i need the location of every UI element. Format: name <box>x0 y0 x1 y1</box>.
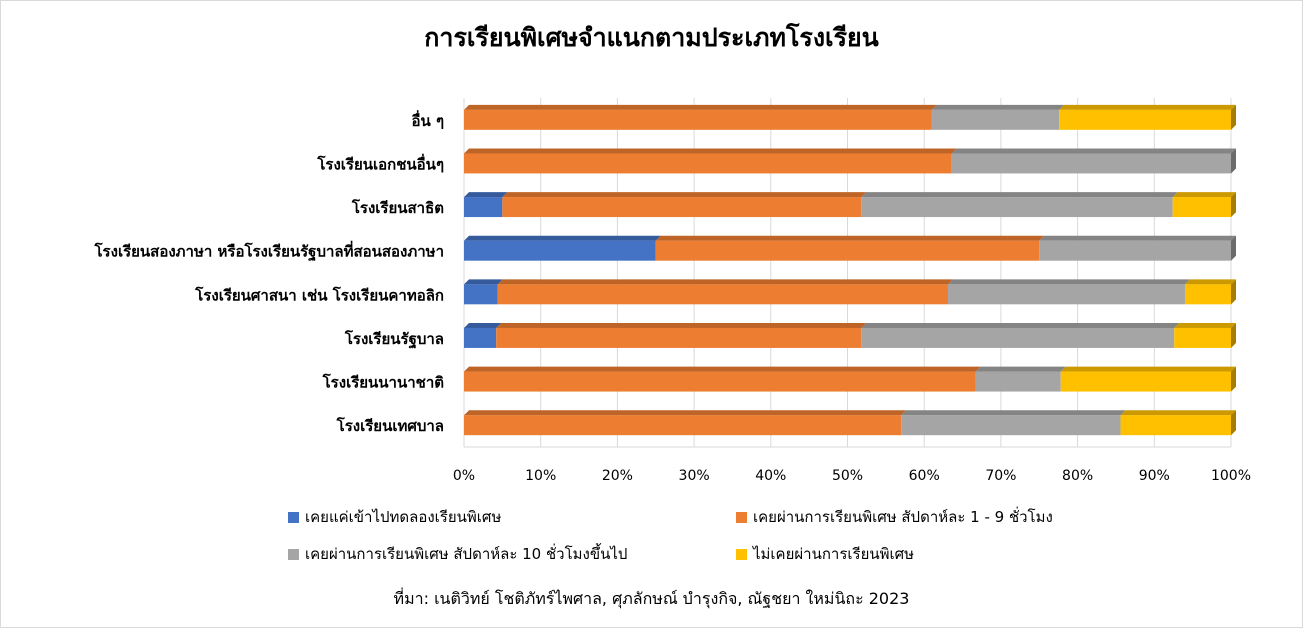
bar-segment <box>1060 366 1236 392</box>
x-tick-label: 70% <box>985 468 1016 484</box>
source-note: ที่มา: เนติวิทย์ โชติภัทร์ไพศาล, ศุภลักษ… <box>393 589 910 608</box>
x-tick-label: 100% <box>1211 468 1251 484</box>
category-label: โรงเรียนสองภาษา หรือโรงเรียนรัฐบาลที่สอน… <box>94 241 445 262</box>
x-tick-label: 20% <box>602 468 633 484</box>
bar-segment <box>464 104 937 130</box>
category-label: โรงเรียนศาสนา เช่น โรงเรียนคาทอลิก <box>194 285 444 304</box>
bar-segment <box>861 192 1178 218</box>
legend-label: ไม่เคยผ่านการเรียนพิเศษ <box>753 545 915 563</box>
bar-segment <box>861 322 1180 348</box>
bar-segment <box>931 104 1065 130</box>
bar-segment <box>464 322 502 348</box>
bar-segment <box>1039 235 1236 261</box>
legend-label: เคยแค่เข้าไปทดลองเรียนพิเศษ <box>305 508 502 526</box>
bar-segment <box>947 279 1190 305</box>
chart-title: การเรียนพิเศษจำแนกตามประเภทโรงเรียน <box>424 23 879 52</box>
x-tick-label: 60% <box>909 468 940 484</box>
x-tick-label: 50% <box>832 468 863 484</box>
bar-segment <box>496 322 867 348</box>
bar-segment <box>1174 322 1236 348</box>
x-tick-label: 30% <box>679 468 710 484</box>
legend-swatch <box>736 511 747 523</box>
legend-swatch <box>736 548 747 560</box>
bar-segment <box>464 148 957 174</box>
legend-swatch <box>288 548 299 560</box>
bar-segment <box>901 410 1126 436</box>
legend-swatch <box>288 511 299 523</box>
legend-item: ไม่เคยผ่านการเรียนพิเศษ <box>736 542 914 566</box>
bar-segment <box>975 366 1066 392</box>
bar-segment <box>502 192 867 218</box>
bar-segment <box>655 235 1045 261</box>
bar-segment <box>497 279 953 305</box>
bar-segment <box>464 235 661 261</box>
x-tick-label: 0% <box>453 468 475 484</box>
bar-segment <box>1172 192 1236 218</box>
bar-segment <box>1120 410 1236 436</box>
x-tick-label: 90% <box>1139 468 1170 484</box>
category-label: โรงเรียนเอกชนอื่นๆ <box>316 153 444 173</box>
bar-segment <box>464 279 503 305</box>
legend-item: เคยผ่านการเรียนพิเศษ สัปดาห์ละ 1 - 9 ชั่… <box>736 505 1053 529</box>
legend-item: เคยแค่เข้าไปทดลองเรียนพิเศษ <box>288 505 501 529</box>
legend-item: เคยผ่านการเรียนพิเศษ สัปดาห์ละ 10 ชั่วโม… <box>288 542 627 566</box>
category-label: โรงเรียนนานาชาติ <box>322 373 444 392</box>
legend-label: เคยผ่านการเรียนพิเศษ สัปดาห์ละ 10 ชั่วโม… <box>305 545 628 563</box>
category-label: โรงเรียนสาธิต <box>351 198 444 217</box>
category-label: อื่น ๆ <box>411 110 444 130</box>
bar-segment <box>1059 104 1236 130</box>
bar-segment <box>464 410 907 436</box>
x-tick-label: 80% <box>1062 468 1093 484</box>
x-tick-label: 10% <box>525 468 556 484</box>
legend-label: เคยผ่านการเรียนพิเศษ สัปดาห์ละ 1 - 9 ชั่… <box>753 508 1053 526</box>
bar-segment <box>951 148 1236 174</box>
x-tick-label: 40% <box>755 468 786 484</box>
bar-segment <box>464 366 981 392</box>
category-label: โรงเรียนรัฐบาล <box>344 329 444 349</box>
category-label: โรงเรียนเทศบาล <box>336 416 444 435</box>
bar-segment <box>464 192 508 218</box>
bar-segment <box>1184 279 1236 305</box>
